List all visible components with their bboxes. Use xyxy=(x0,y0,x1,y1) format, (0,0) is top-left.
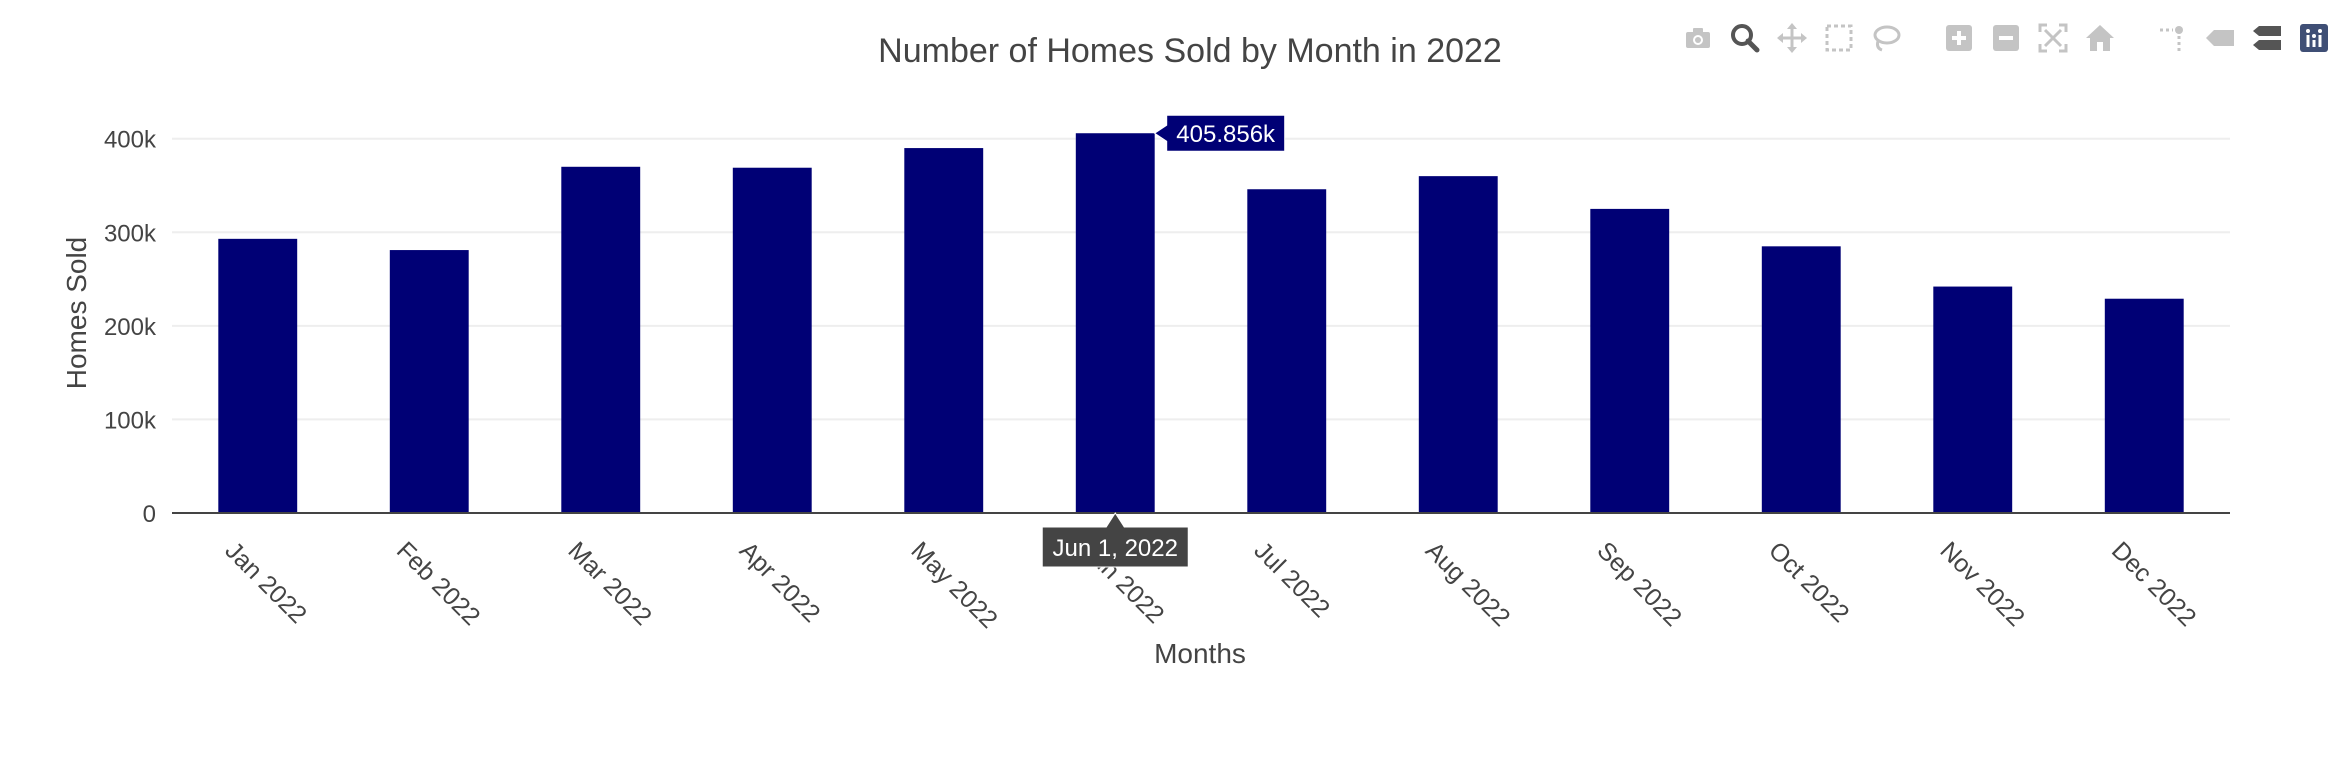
x-tick-label: Jul 2022 xyxy=(1249,536,1336,623)
hover-closest-icon[interactable] xyxy=(2202,20,2238,56)
zoom-icon[interactable] xyxy=(1727,20,1763,56)
lasso-select-icon[interactable] xyxy=(1868,20,1904,56)
bar[interactable] xyxy=(561,166,641,514)
x-tick-label: Feb 2022 xyxy=(391,536,485,630)
x-tick-label: Mar 2022 xyxy=(563,536,657,630)
x-tick-label: Dec 2022 xyxy=(2106,536,2201,631)
y-tick-label: 200k xyxy=(104,314,157,341)
x-tick-label: Apr 2022 xyxy=(734,536,826,628)
y-axis-title: Homes Sold xyxy=(61,237,92,390)
y-tick-label: 400k xyxy=(104,127,157,154)
bar[interactable] xyxy=(1933,286,2013,513)
y-tick-label: 0 xyxy=(143,501,156,528)
bar-series xyxy=(218,133,2184,514)
bar[interactable] xyxy=(1590,208,1670,513)
zoom-in-icon[interactable] xyxy=(1941,20,1977,56)
reset-axes-icon[interactable] xyxy=(2082,20,2118,56)
x-axis-ticks: Jan 2022 Feb 2022 Mar 2022 Apr 2022 May 2022… xyxy=(220,536,2202,633)
zoom-out-icon[interactable] xyxy=(1988,20,2024,56)
autoscale-icon[interactable] xyxy=(2035,20,2071,56)
bar[interactable] xyxy=(218,238,298,514)
y-axis-ticks: 0 100k 200k 300k 400k xyxy=(104,127,157,528)
x-tick-label: Sep 2022 xyxy=(1592,536,1687,631)
hover-compare-icon[interactable] xyxy=(2249,20,2285,56)
spike-lines-icon[interactable] xyxy=(2155,20,2191,56)
y-tick-label: 300k xyxy=(104,220,157,247)
bar[interactable] xyxy=(389,250,469,514)
bar[interactable] xyxy=(1075,133,1155,513)
chart-title: Number of Homes Sold by Month in 2022 xyxy=(878,32,1502,70)
x-tick-label: Jan 2022 xyxy=(220,536,313,629)
bar[interactable] xyxy=(1247,189,1327,513)
y-tick-label: 100k xyxy=(104,407,157,434)
pan-icon[interactable] xyxy=(1774,20,1810,56)
bar[interactable] xyxy=(904,148,984,514)
plotly-logo-icon[interactable] xyxy=(2296,20,2332,56)
hover-tooltips: 405.856k Jun 1, 2022 xyxy=(1041,114,1286,568)
x-axis-title: Months xyxy=(1154,638,1246,669)
x-tick-label: Oct 2022 xyxy=(1763,536,1855,628)
bar[interactable] xyxy=(2104,298,2184,513)
bar[interactable] xyxy=(732,167,812,513)
gridlines xyxy=(172,137,2230,421)
x-tick-label: Aug 2022 xyxy=(1420,536,1515,631)
modebar xyxy=(1680,20,2342,56)
x-hover-tooltip-label: Jun 1, 2022 xyxy=(1053,535,1178,562)
box-select-icon[interactable] xyxy=(1821,20,1857,56)
bar[interactable] xyxy=(1761,246,1841,514)
x-tick-label: May 2022 xyxy=(906,536,1003,633)
value-tooltip xyxy=(1153,114,1286,152)
x-hover-tooltip xyxy=(1041,512,1189,568)
x-tick-label: Nov 2022 xyxy=(1935,536,2030,631)
bar[interactable] xyxy=(1418,176,1498,513)
value-tooltip-label: 405.856k xyxy=(1176,121,1276,148)
camera-icon[interactable] xyxy=(1680,20,1716,56)
